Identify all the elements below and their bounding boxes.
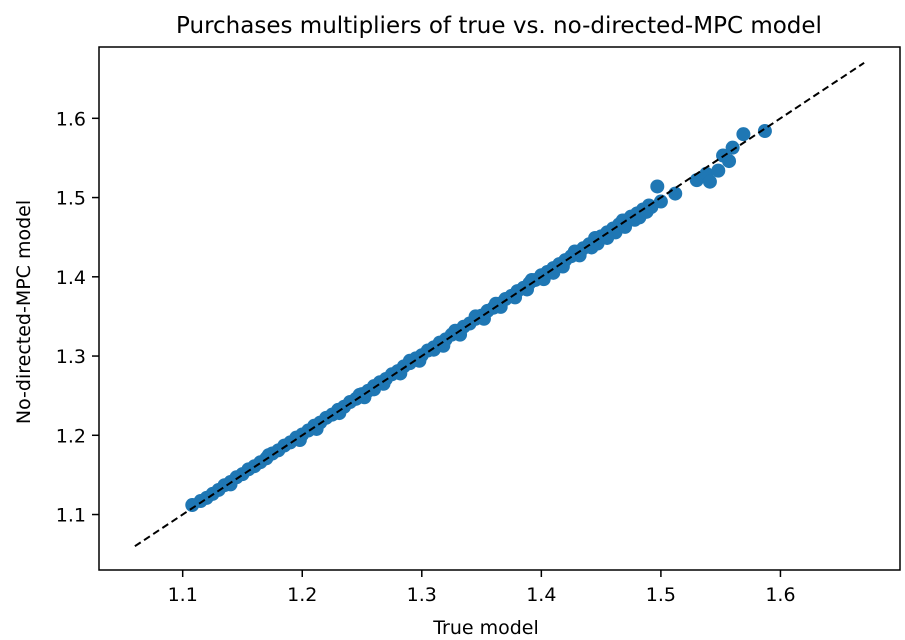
diagonal-dashed-line bbox=[134, 62, 865, 548]
plot-frame bbox=[98, 46, 901, 571]
y-tick-label: 1.5 bbox=[56, 188, 86, 210]
reference-line bbox=[134, 62, 865, 548]
data-point bbox=[725, 140, 740, 155]
x-axis-ticks: 1.1 1.2 1.3 1.4 1.5 1.6 bbox=[168, 570, 796, 606]
data-point bbox=[352, 387, 367, 402]
data-point bbox=[653, 194, 668, 209]
data-point bbox=[584, 240, 599, 255]
chart-title: Purchases multipliers of true vs. no-dir… bbox=[176, 13, 822, 39]
y-axis-ticks: 1.1 1.2 1.3 1.4 1.5 1.6 bbox=[56, 108, 99, 527]
data-point bbox=[757, 124, 772, 138]
data-point bbox=[546, 265, 561, 280]
data-point bbox=[309, 421, 324, 436]
x-tick-label: 1.5 bbox=[646, 584, 676, 606]
x-tick-label: 1.3 bbox=[407, 584, 437, 606]
x-axis-label: True model bbox=[432, 617, 539, 639]
data-point bbox=[722, 154, 737, 169]
data-point bbox=[524, 272, 539, 287]
data-point bbox=[711, 163, 726, 178]
data-point bbox=[488, 296, 503, 311]
data-point bbox=[508, 290, 523, 305]
data-point bbox=[426, 342, 441, 357]
data-point bbox=[402, 353, 417, 368]
data-point bbox=[393, 366, 408, 381]
data-point bbox=[185, 498, 200, 513]
x-tick-label: 1.4 bbox=[526, 584, 556, 606]
data-point bbox=[468, 309, 483, 324]
y-tick-label: 1.2 bbox=[56, 425, 86, 447]
y-axis-label: No-directed-MPC model bbox=[13, 200, 35, 424]
data-point bbox=[332, 406, 347, 421]
data-point bbox=[448, 323, 463, 338]
x-tick-label: 1.6 bbox=[765, 584, 795, 606]
y-tick-label: 1.3 bbox=[56, 346, 86, 368]
data-point bbox=[702, 174, 717, 189]
y-tick-label: 1.4 bbox=[56, 267, 86, 289]
data-point bbox=[736, 127, 751, 142]
y-tick-label: 1.1 bbox=[56, 505, 86, 527]
data-point bbox=[223, 477, 238, 492]
data-point bbox=[292, 433, 307, 448]
data-point bbox=[668, 186, 683, 201]
x-tick-label: 1.2 bbox=[287, 584, 317, 606]
y-tick-label: 1.6 bbox=[56, 108, 86, 130]
data-point bbox=[650, 179, 665, 194]
x-tick-label: 1.1 bbox=[168, 584, 198, 606]
data-point bbox=[567, 244, 582, 259]
